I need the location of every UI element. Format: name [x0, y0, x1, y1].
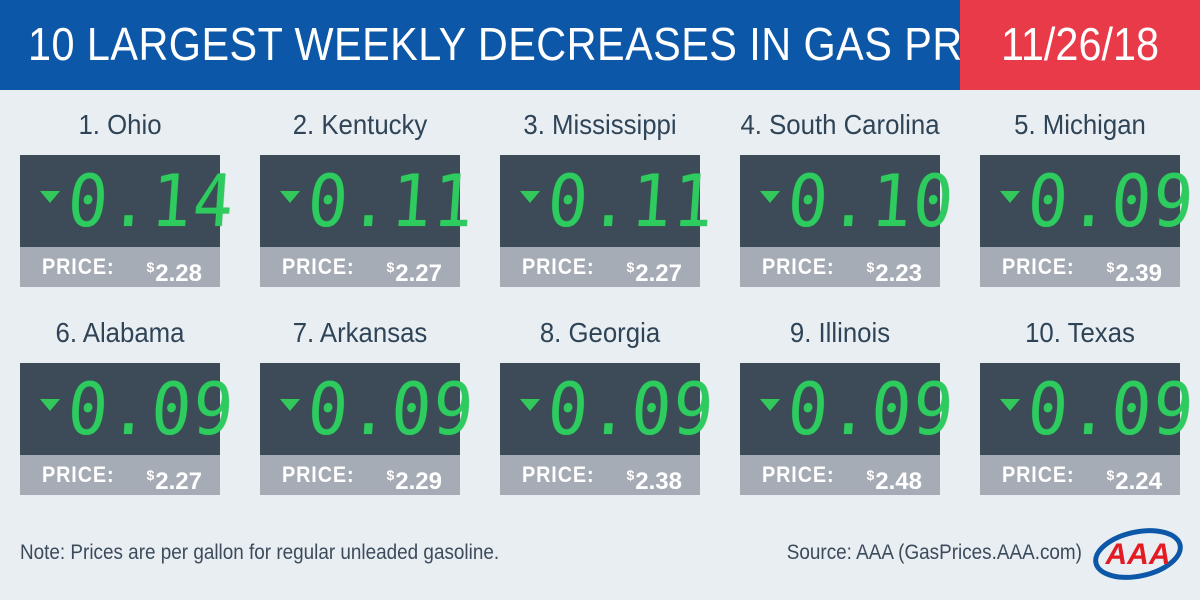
currency-symbol: $: [866, 467, 875, 483]
price-amount: 2.27: [395, 260, 442, 287]
change-display: 0.09: [980, 155, 1198, 247]
currency-symbol: $: [1106, 259, 1115, 275]
price-value: $2.48: [866, 455, 922, 502]
price-value: $2.27: [146, 455, 202, 502]
price-amount: 2.39: [1115, 260, 1162, 287]
aaa-logo: AAA: [1093, 528, 1183, 580]
price-label: PRICE:: [282, 254, 355, 279]
price-bar: PRICE: $2.23: [740, 247, 940, 287]
price-label: PRICE:: [42, 254, 115, 279]
date-bar: 11/26/18: [960, 0, 1200, 90]
price-label: PRICE:: [42, 462, 115, 487]
state-name: 7. Arkansas: [292, 317, 428, 348]
price-amount: 2.24: [1115, 468, 1162, 495]
currency-symbol: $: [626, 467, 635, 483]
price-bar: PRICE: $2.27: [260, 247, 460, 287]
price-amount: 2.27: [635, 260, 682, 287]
price-value: $2.38: [626, 455, 682, 502]
down-triangle-icon: [520, 191, 540, 203]
change-display: 0.09: [20, 363, 238, 455]
price-value: $2.28: [146, 247, 202, 294]
price-value: $2.23: [866, 247, 922, 294]
currency-symbol: $: [146, 467, 155, 483]
currency-symbol: $: [146, 259, 155, 275]
aaa-logo-text: AAA: [1105, 538, 1171, 571]
weekly-change-value: 0.09: [1025, 367, 1198, 451]
price-label: PRICE:: [1002, 254, 1075, 279]
change-display: 0.09: [980, 363, 1198, 455]
report-date: 11/26/18: [1000, 18, 1160, 70]
price-bar: PRICE: $2.27: [500, 247, 700, 287]
title-bar: 10 LARGEST WEEKLY DECREASES IN GAS PRICE…: [0, 0, 1061, 90]
down-triangle-icon: [1000, 191, 1020, 203]
price-amount: 2.27: [155, 468, 202, 495]
state-name: 10. Texas: [1025, 317, 1135, 348]
price-label: PRICE:: [762, 462, 835, 487]
price-bar: PRICE: $2.38: [500, 455, 700, 495]
change-display: 0.14: [20, 155, 238, 247]
down-triangle-icon: [760, 191, 780, 203]
price-value: $2.27: [626, 247, 682, 294]
down-triangle-icon: [280, 191, 300, 203]
currency-symbol: $: [386, 467, 395, 483]
weekly-change-value: 0.11: [305, 159, 478, 243]
price-bar: PRICE: $2.39: [980, 247, 1180, 287]
weekly-change-value: 0.14: [65, 159, 238, 243]
price-amount: 2.48: [875, 468, 922, 495]
currency-symbol: $: [386, 259, 395, 275]
weekly-change-value: 0.09: [1025, 159, 1198, 243]
source-credit: Source: AAA (GasPrices.AAA.com): [786, 541, 1082, 564]
state-name: 2. Kentucky: [292, 109, 428, 140]
price-bar: PRICE: $2.29: [260, 455, 460, 495]
price-bar: PRICE: $2.28: [20, 247, 220, 287]
currency-symbol: $: [626, 259, 635, 275]
weekly-change-value: 0.09: [545, 367, 718, 451]
price-value: $2.39: [1106, 247, 1162, 294]
state-name: 4. South Carolina: [740, 109, 940, 140]
down-triangle-icon: [280, 399, 300, 411]
down-triangle-icon: [760, 399, 780, 411]
weekly-change-value: 0.09: [305, 367, 478, 451]
weekly-change-value: 0.09: [65, 367, 238, 451]
price-bar: PRICE: $2.27: [20, 455, 220, 495]
state-name: 1. Ohio: [78, 109, 162, 140]
state-name: 3. Mississippi: [523, 109, 677, 140]
price-label: PRICE:: [762, 254, 835, 279]
change-display: 0.09: [260, 363, 478, 455]
price-value: $2.29: [386, 455, 442, 502]
state-name: 5. Michigan: [1014, 109, 1146, 140]
weekly-change-value: 0.11: [545, 159, 718, 243]
price-amount: 2.38: [635, 468, 682, 495]
down-triangle-icon: [1000, 399, 1020, 411]
currency-symbol: $: [1106, 467, 1115, 483]
price-amount: 2.28: [155, 260, 202, 287]
down-triangle-icon: [40, 191, 60, 203]
change-display: 0.11: [500, 155, 718, 247]
price-amount: 2.23: [875, 260, 922, 287]
price-label: PRICE:: [522, 462, 595, 487]
price-label: PRICE:: [1002, 462, 1075, 487]
state-name: 8. Georgia: [539, 317, 661, 348]
state-name: 9. Illinois: [789, 317, 891, 348]
footnote: Note: Prices are per gallon for regular …: [20, 541, 500, 564]
state-name: 6. Alabama: [55, 317, 185, 348]
change-display: 0.11: [260, 155, 478, 247]
weekly-change-value: 0.10: [785, 159, 958, 243]
currency-symbol: $: [866, 259, 875, 275]
down-triangle-icon: [520, 399, 540, 411]
weekly-change-value: 0.09: [785, 367, 958, 451]
change-display: 0.09: [740, 363, 958, 455]
price-label: PRICE:: [282, 462, 355, 487]
page-title: 10 LARGEST WEEKLY DECREASES IN GAS PRICE…: [28, 18, 1062, 70]
change-display: 0.10: [740, 155, 958, 247]
price-value: $2.27: [386, 247, 442, 294]
price-amount: 2.29: [395, 468, 442, 495]
down-triangle-icon: [40, 399, 60, 411]
change-display: 0.09: [500, 363, 718, 455]
price-bar: PRICE: $2.24: [980, 455, 1180, 495]
price-bar: PRICE: $2.48: [740, 455, 940, 495]
price-value: $2.24: [1106, 455, 1162, 502]
price-label: PRICE:: [522, 254, 595, 279]
